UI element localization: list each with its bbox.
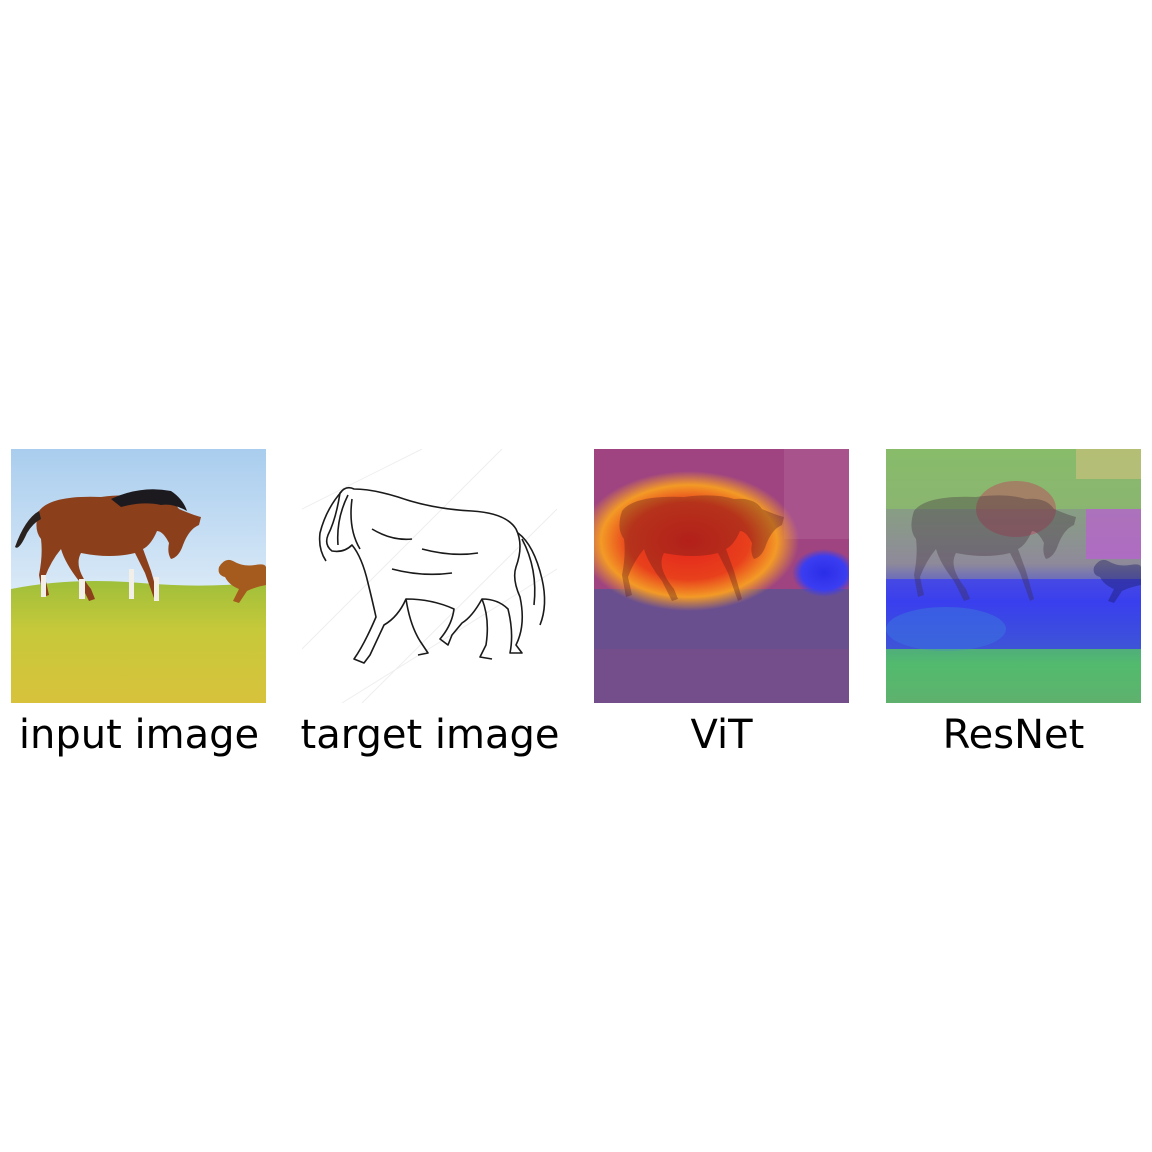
horse-silhouette xyxy=(911,495,1076,601)
caption-input-image: input image xyxy=(18,712,260,758)
grass-field xyxy=(11,581,266,703)
horse-sketch xyxy=(318,486,546,664)
horse-silhouette xyxy=(619,495,784,601)
vit-heatmap-panel xyxy=(594,449,849,703)
dog xyxy=(218,559,266,603)
target-image-panel xyxy=(302,449,557,703)
vit-attention-heatmap xyxy=(594,449,849,703)
caption-vit: ViT xyxy=(690,712,753,758)
horse xyxy=(15,489,201,601)
attention-spot-dog xyxy=(792,549,849,597)
input-image xyxy=(11,449,266,703)
caption-target-image: target image xyxy=(300,712,560,758)
dog-silhouette xyxy=(1093,559,1141,603)
horse-tail xyxy=(15,511,41,548)
horse-mane xyxy=(111,489,187,511)
attention-hotspot-horse xyxy=(594,471,799,611)
caption-resnet: ResNet xyxy=(942,712,1085,758)
watermark-grid xyxy=(302,449,557,703)
target-sketch-image xyxy=(302,449,557,703)
resnet-attention-heatmap xyxy=(886,449,1141,703)
resnet-heatmap-panel xyxy=(886,449,1141,703)
input-image-panel xyxy=(11,449,266,703)
